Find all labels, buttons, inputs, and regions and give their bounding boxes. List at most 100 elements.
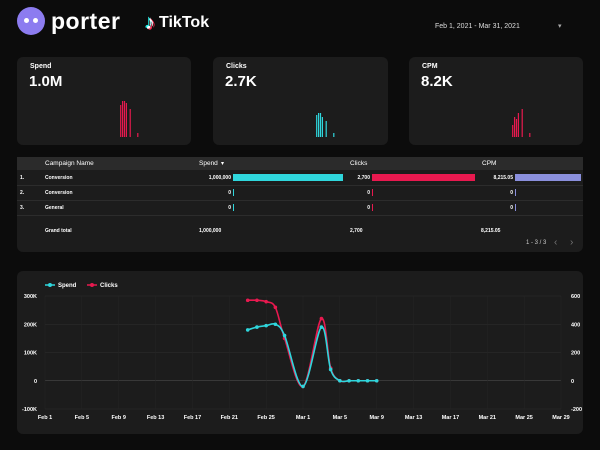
data-point-spend[interactable]: [365, 378, 370, 383]
clicks-value: 2,700: [357, 175, 370, 181]
spark-bar: [512, 125, 514, 137]
data-point-spend[interactable]: [338, 378, 342, 383]
campaign-table: Campaign Name Spend ▾ Clicks CPM 1. Conv…: [17, 157, 583, 252]
chevron-left-icon[interactable]: ‹: [554, 237, 558, 248]
legend: Spend Clicks: [45, 283, 118, 289]
data-point-spend[interactable]: [356, 378, 361, 383]
y-right-tick-label: -200: [571, 407, 582, 413]
campaign-name: Conversion: [45, 175, 73, 181]
data-point-spend[interactable]: [264, 323, 268, 328]
cpm-bar: [515, 189, 516, 196]
cpm-value: 0: [510, 205, 513, 211]
data-point-spend[interactable]: [255, 325, 259, 329]
x-tick-label: Mar 21: [479, 415, 496, 421]
kpi-label: Spend: [30, 63, 52, 70]
sparkline-clicks: [316, 113, 335, 137]
y-right-tick-label: 200: [571, 351, 580, 357]
clicks-bar: [372, 204, 373, 211]
legend-marker-spend: [48, 283, 52, 287]
x-tick-label: Mar 1: [296, 415, 310, 421]
kpi-value: 2.7K: [225, 73, 257, 90]
spend-value: 1,000,000: [208, 175, 231, 181]
row-index: 3.: [20, 205, 25, 211]
spend-bar: [233, 189, 234, 196]
y-right-tick-label: 600: [571, 294, 580, 300]
kpi-card-clicks: Clicks 2.7K: [213, 57, 388, 145]
date-range-selector[interactable]: Feb 1, 2021 - Mar 31, 2021: [435, 23, 520, 30]
grand-total-clicks: 2,700: [350, 228, 363, 234]
x-tick-label: Mar 17: [442, 415, 459, 421]
tiktok-logo: ♪ TikTok: [145, 10, 209, 36]
spend-bar: [233, 174, 343, 181]
column-header-cpm[interactable]: CPM: [482, 160, 497, 167]
chevron-down-icon[interactable]: ▾: [558, 23, 562, 30]
pagination-label: 1 - 3 / 3: [526, 240, 547, 246]
column-header-clicks[interactable]: Clicks: [350, 160, 368, 167]
time-series-chart-card: Spend Clicks 300K 200K 100K 0 -100K 600 400 20…: [17, 271, 583, 434]
data-point-clicks[interactable]: [264, 299, 268, 304]
data-point-clicks[interactable]: [245, 298, 250, 303]
y-left-tick-label: 200K: [24, 322, 37, 328]
data-point-clicks[interactable]: [319, 316, 324, 321]
legend-label-clicks[interactable]: Clicks: [100, 283, 118, 289]
y-right-tick-label: 400: [571, 322, 580, 328]
row-index: 2.: [20, 190, 25, 196]
x-tick-label: Feb 17: [184, 415, 201, 421]
clicks-bar: [372, 174, 475, 181]
chevron-right-icon[interactable]: ›: [570, 237, 574, 248]
table-row: 2. Conversion 0 0 0: [17, 186, 583, 201]
y-left-tick-label: 0: [34, 379, 37, 385]
data-point-spend[interactable]: [282, 333, 287, 338]
data-point-spend[interactable]: [328, 367, 333, 372]
kpi-label: Clicks: [226, 63, 247, 70]
spark-bar: [521, 109, 523, 137]
spark-bar: [316, 115, 318, 137]
legend-label-spend[interactable]: Spend: [58, 283, 77, 289]
cpm-bar: [515, 204, 516, 211]
spark-bar: [321, 117, 323, 137]
x-tick-label: Feb 25: [257, 415, 274, 421]
spark-bar: [517, 113, 519, 137]
table-row: 3. General 0 0 0: [17, 201, 583, 216]
data-point-spend[interactable]: [347, 378, 351, 383]
spark-bar: [120, 105, 122, 137]
cpm-value: 0: [510, 190, 513, 196]
spark-bar: [515, 119, 518, 137]
spark-bar: [514, 117, 516, 137]
spark-bar: [319, 113, 322, 137]
brand-name: porter: [51, 7, 121, 34]
campaign-name: General: [45, 205, 64, 211]
spend-bar: [233, 204, 234, 211]
x-tick-label: Mar 5: [333, 415, 347, 421]
sparkline-spend: [120, 101, 139, 137]
spend-value: 0: [228, 205, 231, 211]
table-header: Campaign Name Spend ▾ Clicks CPM: [17, 157, 583, 170]
data-point-clicks[interactable]: [273, 305, 278, 310]
data-point-spend[interactable]: [273, 322, 278, 327]
data-point-spend[interactable]: [301, 384, 305, 389]
data-point-spend[interactable]: [245, 328, 250, 332]
grand-total-spend: 1,000,000: [199, 228, 222, 234]
x-tick-label: Feb 5: [75, 415, 89, 421]
x-tick-label: Feb 13: [147, 415, 164, 421]
data-point-spend[interactable]: [319, 325, 324, 329]
data-point-spend[interactable]: [374, 378, 379, 383]
kpi-card-spend: Spend 1.0M: [17, 57, 191, 145]
clicks-value: 0: [367, 205, 370, 211]
table-row: 1. Conversion 1,000,000 2,700 8,215.05: [17, 171, 583, 186]
column-header-spend[interactable]: Spend: [199, 160, 218, 167]
spark-bar: [529, 133, 531, 137]
clicks-bar: [372, 189, 373, 196]
data-point-clicks[interactable]: [255, 298, 259, 303]
column-header-campaign[interactable]: Campaign Name: [45, 160, 94, 167]
time-series-chart: Spend Clicks 300K 200K 100K 0 -100K 600 400 20…: [22, 283, 582, 421]
x-tick-label: Feb 21: [221, 415, 238, 421]
kpi-value: 1.0M: [29, 73, 63, 90]
tiktok-note-icon: ♪: [145, 11, 155, 34]
x-tick-label: Feb 9: [112, 415, 126, 421]
sort-desc-icon[interactable]: ▾: [221, 161, 225, 167]
y-left-tick-label: 100K: [24, 351, 37, 357]
spark-bar: [129, 109, 131, 137]
x-tick-label: Mar 25: [515, 415, 532, 421]
clicks-value: 0: [367, 190, 370, 196]
